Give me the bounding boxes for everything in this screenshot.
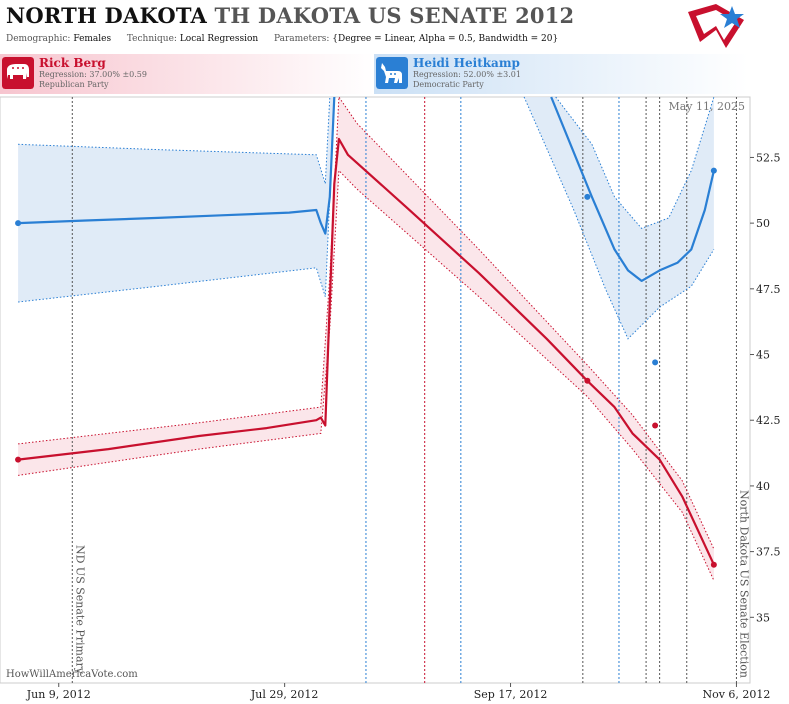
- y-tick-label: 45: [756, 349, 770, 362]
- series-line: [550, 96, 715, 282]
- candidate-republican: Rick Berg Regression: 37.00% ±0.59 Repub…: [0, 54, 374, 94]
- candidate-regression: Regression: 37.00% ±0.59: [39, 70, 147, 79]
- technique-value: Local Regression: [179, 34, 259, 44]
- y-tick-label: 50: [756, 217, 770, 230]
- demographic-value: Females: [73, 34, 112, 44]
- x-tick-label: Nov 6, 2012: [702, 688, 770, 701]
- header: NORTH DAKOTA TH DAKOTA US SENATE 2012 De…: [0, 0, 789, 52]
- data-point: [15, 220, 22, 227]
- candidate-party: Republican Party: [39, 80, 109, 89]
- band-upper-edge: [555, 96, 715, 229]
- data-point: [652, 359, 659, 366]
- y-tick-label: 40: [756, 480, 770, 493]
- star-logo-icon: [688, 4, 744, 48]
- date-label: May 11, 2025: [668, 100, 745, 113]
- candidate-name: Heidi Heitkamp: [413, 56, 520, 70]
- band-upper-edge: [18, 96, 331, 184]
- donkey-icon: [376, 57, 408, 89]
- series-line: [18, 96, 336, 235]
- event-label: North Dakota US Senate Election: [737, 490, 750, 678]
- candidate-regression: Regression: 52.00% ±3.01: [413, 70, 521, 79]
- y-tick-label: 42.5: [756, 414, 781, 427]
- event-label: ND US Senate Primary: [73, 545, 86, 675]
- x-tick-label: Jul 29, 2012: [250, 688, 319, 701]
- page-title: NORTH DAKOTA TH DAKOTA US SENATE 2012: [6, 3, 574, 28]
- y-tick-label: 35: [756, 611, 770, 624]
- band-lower-edge: [523, 96, 715, 340]
- y-tick-label: 47.5: [756, 283, 781, 296]
- watermark: HowWillAmericaVote.com: [6, 669, 138, 680]
- data-point: [710, 167, 717, 174]
- data-point: [584, 193, 591, 200]
- candidate-legend: Rick Berg Regression: 37.00% ±0.59 Repub…: [0, 54, 789, 94]
- candidate-democratic: Heidi Heitkamp Regression: 52.00% ±3.01 …: [374, 54, 748, 94]
- data-point: [15, 456, 22, 463]
- candidate-party: Democratic Party: [413, 80, 484, 89]
- title-sub: TH DAKOTA US SENATE 2012: [214, 3, 575, 28]
- x-tick-label: Sep 17, 2012: [474, 688, 548, 701]
- demographic-label: Demographic:: [6, 34, 71, 44]
- title-main: NORTH DAKOTA: [6, 3, 208, 28]
- data-point: [710, 561, 717, 568]
- chart-parameters: Demographic: Females Technique: Local Re…: [6, 34, 558, 44]
- band-upper-edge: [18, 95, 715, 550]
- parameters-value: {Degree = Linear, Alpha = 0.5, Bandwidth…: [332, 34, 559, 44]
- confidence-band: [18, 97, 335, 302]
- data-point: [652, 422, 659, 429]
- elephant-icon: [2, 57, 34, 89]
- data-point: [584, 377, 591, 384]
- series-line: [17, 137, 715, 566]
- parameters-label: Parameters:: [273, 34, 330, 44]
- technique-label: Technique:: [126, 34, 177, 44]
- y-tick-label: 52.5: [756, 151, 781, 164]
- x-tick-label: Jun 9, 2012: [26, 688, 91, 701]
- candidate-name: Rick Berg: [39, 56, 106, 70]
- y-tick-label: 37.5: [756, 546, 781, 559]
